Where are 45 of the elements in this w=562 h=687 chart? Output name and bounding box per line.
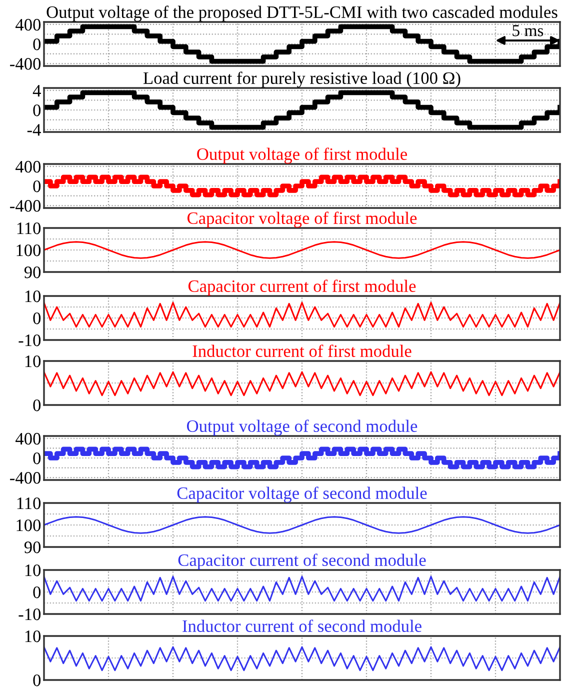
y-tick-label: 10 [25,290,41,302]
y-tick-label: 0 [33,180,41,192]
chart-title: Capacitor voltage of first module [187,212,417,228]
y-tick-label: 400 [16,432,41,445]
chart-title: Output voltage of first module [197,148,407,164]
y-tick-label: 0 [33,104,41,116]
y-tick-label: 110 [17,222,41,234]
line-series [44,516,560,534]
chart-title: Output voltage of second module [186,420,418,436]
y-tick-label: 10 [25,355,41,368]
y-tick-label: 100 [16,519,41,532]
y-tick-label: -400 [10,58,41,70]
chart-title: Inductor current of first module [192,344,412,358]
y-tick-label: 0 [33,586,41,598]
chart-title: Inductor current of second module [182,620,422,632]
y-tick-label: 90 [24,541,41,554]
y-tick-label: 90 [24,266,41,278]
y-tick-label: 100 [16,244,41,256]
chart-title: Load current for purely resistive load (100 Ω) [143,72,460,88]
line-series [44,241,560,259]
annotation: 5 ms [512,25,544,36]
y-tick-label: 4 [32,85,41,96]
y-tick-label: 10 [25,564,41,576]
y-tick-label: 0 [33,452,41,464]
y-tick-label: -4 [27,124,41,136]
chart-title: Output voltage of the proposed DTT-5L-CMI with two cascaded modules [46,6,558,22]
y-tick-label: -10 [18,608,41,620]
line-series [44,576,560,602]
y-tick-label: -400 [10,472,41,484]
chart-title: Capacitor voltage of second module [177,486,427,503]
chart-title: Capacitor current of second module [178,554,426,570]
line-series [44,371,560,396]
y-tick-label: 400 [16,18,41,31]
y-tick-label: -400 [10,200,41,212]
line-series [44,646,560,672]
line-series [44,302,560,328]
y-tick-label: 0 [33,674,41,686]
y-tick-label: 0 [33,312,41,324]
y-tick-label: 10 [25,630,41,642]
y-tick-label: -10 [18,334,41,346]
y-tick-label: 400 [16,160,41,173]
y-tick-label: 0 [33,399,41,412]
y-tick-label: 0 [33,38,41,50]
chart-title: Capacitor current of first module [188,280,416,296]
y-tick-label: 110 [17,497,41,510]
